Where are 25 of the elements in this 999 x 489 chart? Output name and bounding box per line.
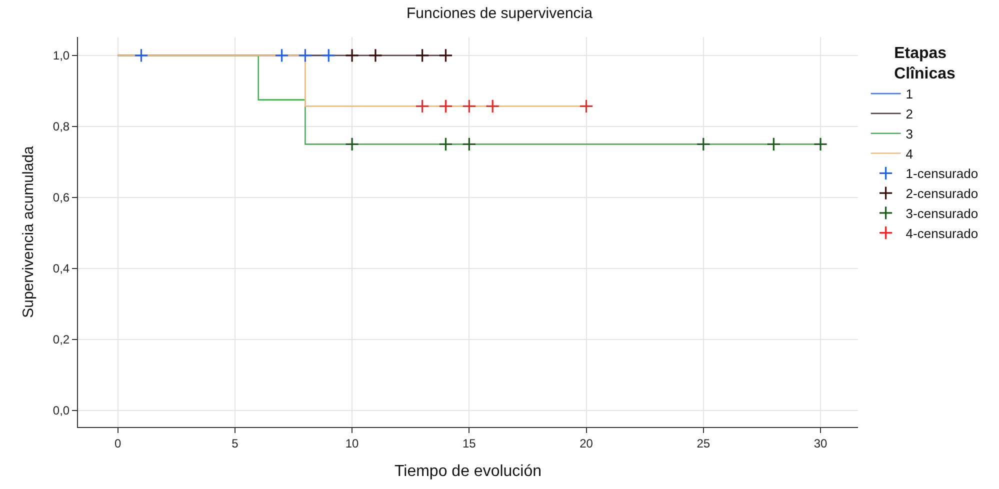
x-tick-label: 30 [814, 436, 828, 450]
x-tick-label: 5 [232, 436, 239, 450]
y-tick-label: 0,4 [52, 262, 70, 276]
x-tick-label: 15 [462, 436, 476, 450]
y-tick-label: 0,6 [52, 190, 70, 205]
y-axis-title: Supervivencia acumulada [20, 145, 38, 318]
legend-label: 3-censurado [906, 206, 978, 222]
x-tick-label: 20 [580, 436, 594, 450]
y-tick-label: 0,0 [52, 404, 70, 418]
x-tick-label: 10 [345, 436, 360, 450]
legend-label: 3 [906, 126, 914, 142]
y-tick-label: 0,2 [52, 332, 70, 347]
legend-label: 1-censurado [906, 166, 978, 182]
legend-label: 4-censurado [906, 226, 978, 241]
x-tick-label: 0 [114, 436, 122, 450]
chart-title: Funciones de supervivencia [406, 4, 594, 22]
x-tick-label: 25 [696, 436, 710, 450]
y-tick-label: 1,0 [52, 48, 70, 63]
legend-label: 4 [906, 146, 914, 162]
y-tick-label: 0,8 [52, 120, 70, 134]
legend-label: 2-censurado [906, 186, 978, 202]
legend-label: 1 [906, 86, 914, 102]
legend-label: 2 [906, 106, 914, 122]
legend-title: Etapas Clînicas [894, 44, 956, 83]
x-axis-title: Tiempo de evolución [394, 463, 542, 480]
